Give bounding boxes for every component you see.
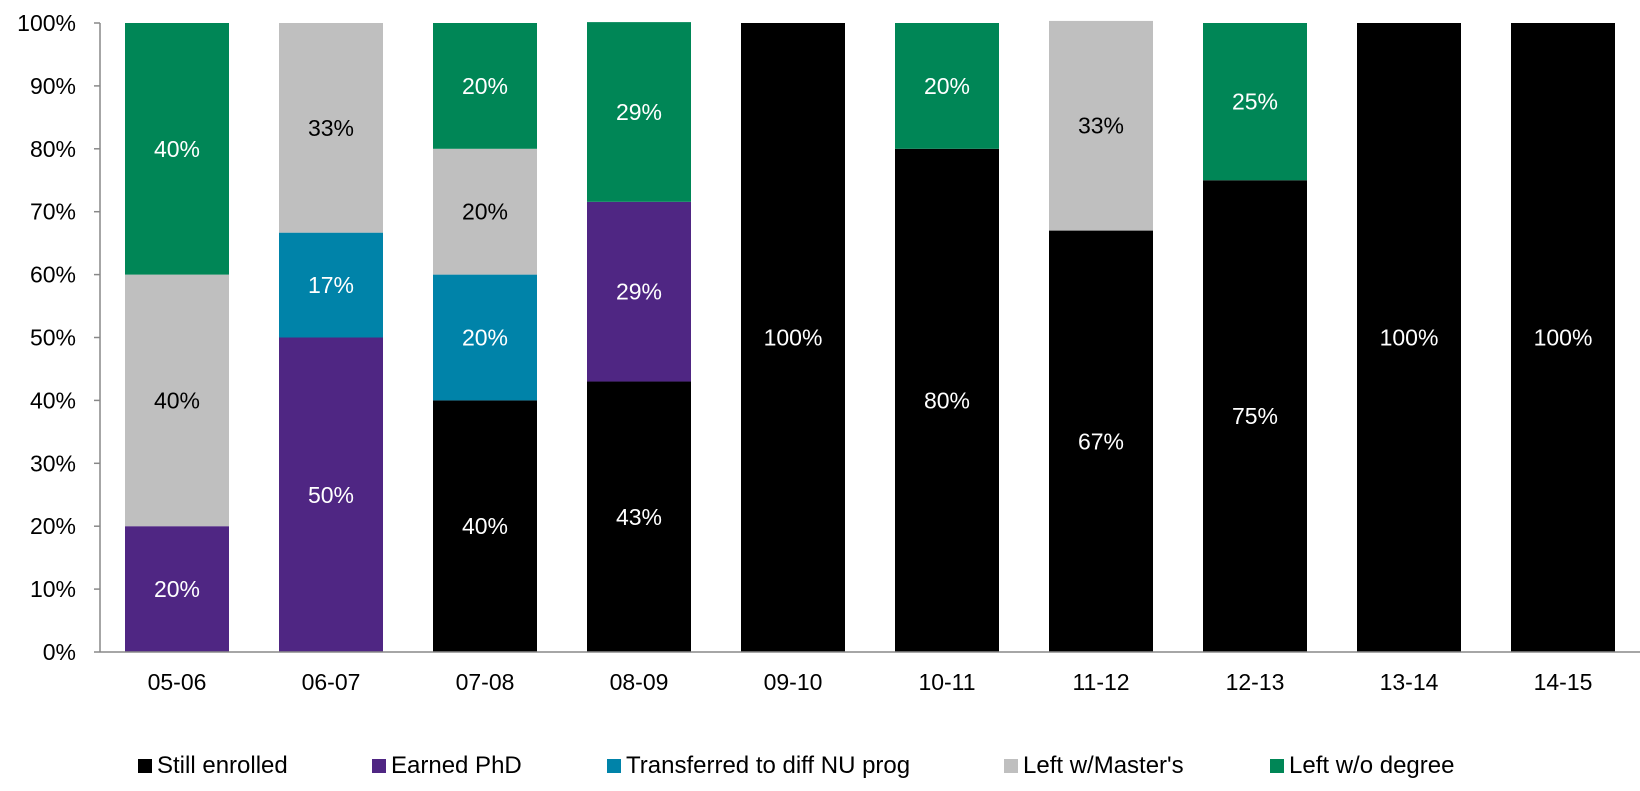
- legend-swatch: [138, 759, 152, 773]
- stacked-bar-chart: 20% 40% 40% 50% 17% 33% 40% 20% 20% 20% 43% 29% 29% 1…: [17, 10, 1640, 695]
- bar-segment-transferred-to-diff-nu-prog-06-07: [279, 232, 383, 338]
- y-tick-label: 80%: [30, 136, 76, 162]
- data-label: 100%: [764, 325, 823, 351]
- legend-label: Earned PhD: [391, 752, 522, 779]
- data-label: 80%: [924, 387, 970, 413]
- y-tick-label: 60%: [30, 262, 76, 288]
- legend-item: Left w/o degree: [1270, 752, 1454, 780]
- data-label: 40%: [154, 387, 200, 413]
- bar-segment-earned-phd-08-09: [587, 201, 691, 382]
- legend-swatch: [607, 759, 621, 773]
- data-label: 29%: [616, 279, 662, 305]
- legend-item: Still enrolled: [138, 752, 288, 780]
- legend-swatch: [372, 759, 386, 773]
- x-tick-label: 10-11: [918, 669, 975, 695]
- bar-segment-left-w-o-degree-08-09: [587, 22, 691, 202]
- data-label: 20%: [462, 199, 508, 225]
- bar-segment-left-w-master-s-05-06: [125, 274, 229, 527]
- bar-segment-still-enrolled-13-14: [1357, 23, 1461, 652]
- data-label: 25%: [1232, 89, 1278, 115]
- bar-segment-still-enrolled-11-12: [1049, 230, 1153, 652]
- data-label: 100%: [1380, 325, 1439, 351]
- y-tick-label: 40%: [30, 387, 76, 413]
- x-tick-label: 09-10: [764, 669, 823, 695]
- x-tick-label: 08-09: [610, 669, 669, 695]
- x-tick-label: 14-15: [1534, 669, 1593, 695]
- data-label: 43%: [616, 504, 662, 530]
- data-label: 20%: [154, 576, 200, 602]
- y-tick-label: 10%: [30, 576, 76, 602]
- legend-item: Earned PhD: [372, 752, 522, 780]
- data-label: 40%: [462, 513, 508, 539]
- y-tick-label: 30%: [30, 450, 76, 476]
- bar-segment-still-enrolled-08-09: [587, 381, 691, 652]
- data-label: 50%: [308, 482, 354, 508]
- bar-segment-still-enrolled-09-10: [741, 23, 845, 652]
- data-label: 67%: [1078, 428, 1124, 454]
- data-label: 20%: [924, 73, 970, 99]
- data-label: 17%: [308, 272, 354, 298]
- bar-segment-still-enrolled-14-15: [1511, 23, 1615, 652]
- data-label: 33%: [308, 115, 354, 141]
- bar-segment-left-w-o-degree-12-13: [1203, 23, 1307, 181]
- data-label: 20%: [462, 73, 508, 99]
- legend-swatch: [1004, 759, 1018, 773]
- bar-segment-left-w-master-s-11-12: [1049, 20, 1153, 231]
- y-tick-label: 50%: [30, 325, 76, 351]
- y-tick-label: 0%: [43, 639, 76, 665]
- bar-segment-left-w-o-degree-10-11: [895, 23, 999, 149]
- data-label: 33%: [1078, 113, 1124, 139]
- legend-item: Left w/Master's: [1004, 752, 1184, 780]
- bar-segment-still-enrolled-12-13: [1203, 180, 1307, 652]
- x-tick-label: 07-08: [456, 669, 515, 695]
- legend-label: Still enrolled: [157, 752, 288, 779]
- data-label: 75%: [1232, 403, 1278, 429]
- legend-label: Left w/o degree: [1289, 752, 1455, 779]
- legend-label: Transferred to diff NU prog: [626, 752, 911, 779]
- bar-segment-earned-phd-05-06: [125, 526, 229, 652]
- bar-segment-still-enrolled-07-08: [433, 400, 537, 652]
- bar-segment-earned-phd-06-07: [279, 337, 383, 652]
- bar-segment-left-w-master-s-06-07: [279, 23, 383, 233]
- x-tick-label: 05-06: [148, 669, 207, 695]
- bar-segment-transferred-to-diff-nu-prog-07-08: [433, 274, 537, 401]
- data-label: 40%: [154, 136, 200, 162]
- x-tick-label: 06-07: [302, 669, 361, 695]
- chart-legend: Still enrolled Earned PhD Transferred to d…: [0, 752, 1640, 788]
- x-tick-label: 11-12: [1072, 669, 1129, 695]
- y-tick-label: 20%: [30, 513, 76, 539]
- bar-segment-left-w-o-degree-05-06: [125, 23, 229, 275]
- data-label: 20%: [462, 325, 508, 351]
- legend-label: Left w/Master's: [1023, 752, 1184, 779]
- y-tick-label: 100%: [17, 10, 76, 36]
- data-label: 100%: [1534, 325, 1593, 351]
- bar-segment-still-enrolled-10-11: [895, 148, 999, 653]
- bar-segment-left-w-o-degree-07-08: [433, 23, 537, 149]
- x-tick-label: 12-13: [1226, 669, 1285, 695]
- legend-swatch: [1270, 759, 1284, 773]
- x-tick-label: 13-14: [1380, 669, 1439, 695]
- y-tick-label: 70%: [30, 199, 76, 225]
- legend-item: Transferred to diff NU prog: [607, 752, 910, 780]
- y-tick-label: 90%: [30, 73, 76, 99]
- bar-segment-left-w-master-s-07-08: [433, 148, 537, 275]
- data-label: 29%: [616, 99, 662, 125]
